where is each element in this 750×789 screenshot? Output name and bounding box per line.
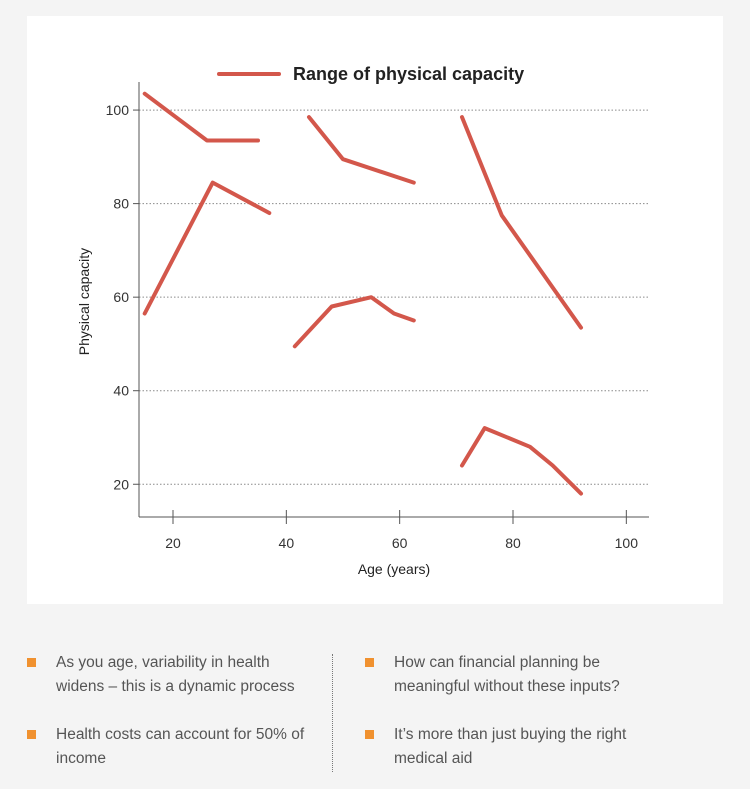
legend: Range of physical capacity [217, 56, 524, 92]
note-text: Health costs can account for 50% of inco… [56, 726, 305, 767]
note-item: As you age, variability in health widens… [27, 651, 317, 699]
chart-card: 20 40 60 80 100 20 40 60 80 100 Age (years) Physica… [27, 16, 723, 604]
series-line-lower-young [142, 180, 272, 316]
y-tick-label: 80 [113, 196, 129, 212]
x-tick-label: 40 [279, 535, 295, 551]
x-tick-label: 80 [505, 535, 521, 551]
x-tick-label: 100 [615, 535, 639, 551]
grid-lines [139, 109, 649, 485]
series-lines [142, 91, 583, 496]
note-item: Health costs can account for 50% of inco… [27, 723, 317, 771]
y-tick-label: 60 [113, 289, 129, 305]
bullet-square-icon [27, 658, 36, 667]
note-text: How can financial planning be meaningful… [394, 654, 620, 695]
series-line-upper-young [142, 91, 260, 143]
bullet-square-icon [365, 730, 374, 739]
series-line-upper-old [460, 115, 583, 330]
y-axis-label: Physical capacity [76, 248, 92, 355]
tick-labels: 20 40 60 80 100 20 40 60 80 100 Age (years) Physica… [76, 102, 638, 577]
legend-label: Range of physical capacity [293, 63, 525, 84]
y-tick-label: 40 [113, 383, 129, 399]
series-line-upper-mid [307, 115, 416, 185]
chart-plot: 20 40 60 80 100 20 40 60 80 100 Age (years) Physica… [76, 82, 649, 577]
legend-swatch [217, 72, 281, 76]
x-tick-label: 60 [392, 535, 408, 551]
note-item: How can financial planning be meaningful… [365, 651, 665, 699]
x-axis-label: Age (years) [358, 561, 430, 577]
note-item: It’s more than just buying the right med… [365, 723, 665, 771]
bullet-square-icon [365, 658, 374, 667]
notes-section: As you age, variability in health widens… [0, 640, 750, 780]
notes-divider [332, 654, 333, 772]
series-line-lower-old [460, 426, 583, 496]
bullet-square-icon [27, 730, 36, 739]
x-tick-label: 20 [165, 535, 181, 551]
y-tick-label: 100 [106, 102, 130, 118]
axes [133, 82, 649, 524]
series-line-lower-mid [292, 295, 416, 349]
y-tick-label: 20 [113, 476, 129, 492]
note-text: As you age, variability in health widens… [56, 654, 295, 695]
note-text: It’s more than just buying the right med… [394, 726, 627, 767]
